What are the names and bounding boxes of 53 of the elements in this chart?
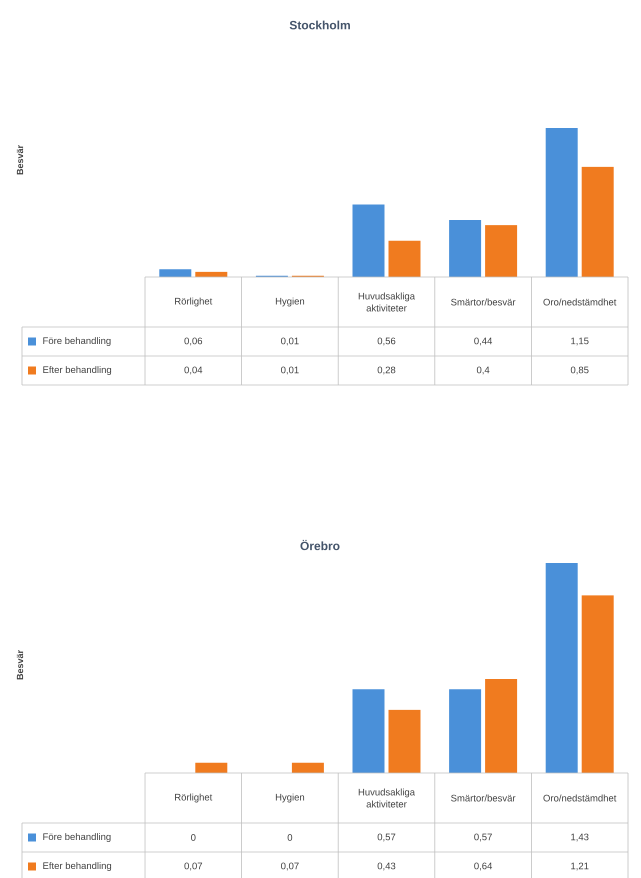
data-label: 0,43 [378, 862, 396, 870]
data-label: 0,07 [184, 862, 202, 870]
y-axis-title: Besvär [16, 650, 24, 680]
data-label: 0,4 [476, 366, 490, 374]
bar [352, 204, 384, 278]
legend-label: Efter behandling [43, 862, 112, 871]
data-label: 1,21 [571, 862, 588, 870]
data-label: 0,44 [474, 338, 492, 346]
bar [546, 128, 578, 278]
data-label: 0,28 [378, 366, 396, 374]
x-tick-label: Oro/nedstämdhet [543, 298, 616, 306]
x-tick-label: Smärtor/besvär [451, 298, 516, 306]
chart-title: Örebro [300, 540, 340, 550]
bar [388, 240, 420, 278]
data-label: 0,57 [378, 834, 396, 842]
x-tick-label: Huvudsakliga aktiviteter [358, 292, 416, 312]
data-label: 0,56 [378, 338, 396, 346]
y-axis-title: Besvär [16, 145, 24, 174]
chart-title: Stockholm [290, 20, 350, 30]
bar [292, 762, 324, 774]
data-label: 1,43 [571, 834, 589, 842]
x-tick-label: Hygien [276, 298, 304, 306]
bar [388, 710, 420, 774]
legend-label: Efter behandling [43, 366, 112, 375]
x-tick-label: Hygien [276, 794, 304, 802]
data-label: 0,07 [281, 862, 299, 870]
data-label: 0,06 [184, 338, 202, 346]
x-tick-label: Huvudsakliga aktiviteter [358, 788, 416, 808]
bar [546, 563, 578, 774]
x-tick-label: Smärtor/besvär [451, 794, 516, 802]
data-label: 1,15 [571, 338, 589, 346]
x-tick-label: Rörlighet [175, 298, 212, 306]
bar [195, 762, 228, 774]
data-label: 0,64 [474, 862, 492, 870]
data-label: 0,04 [184, 366, 202, 374]
bar [582, 595, 614, 774]
x-tick-label: Rörlighet [175, 794, 212, 802]
bar [449, 220, 482, 278]
data-label: 0,01 [281, 366, 299, 374]
x-tick-label: Oro/nedstämdhet [543, 794, 616, 802]
bar [352, 689, 384, 774]
bar [485, 225, 518, 278]
data-label: 0,01 [281, 338, 299, 346]
bar [485, 679, 518, 774]
data-label: 0 [288, 834, 292, 841]
legend-label: Före behandling [43, 833, 111, 842]
bar [582, 166, 614, 278]
data-label: 0 [191, 834, 196, 841]
bar [449, 689, 482, 774]
data-label: 0,85 [570, 366, 589, 374]
legend-label: Före behandling [43, 337, 111, 346]
bar [159, 269, 192, 278]
data-label: 0,57 [474, 834, 492, 842]
